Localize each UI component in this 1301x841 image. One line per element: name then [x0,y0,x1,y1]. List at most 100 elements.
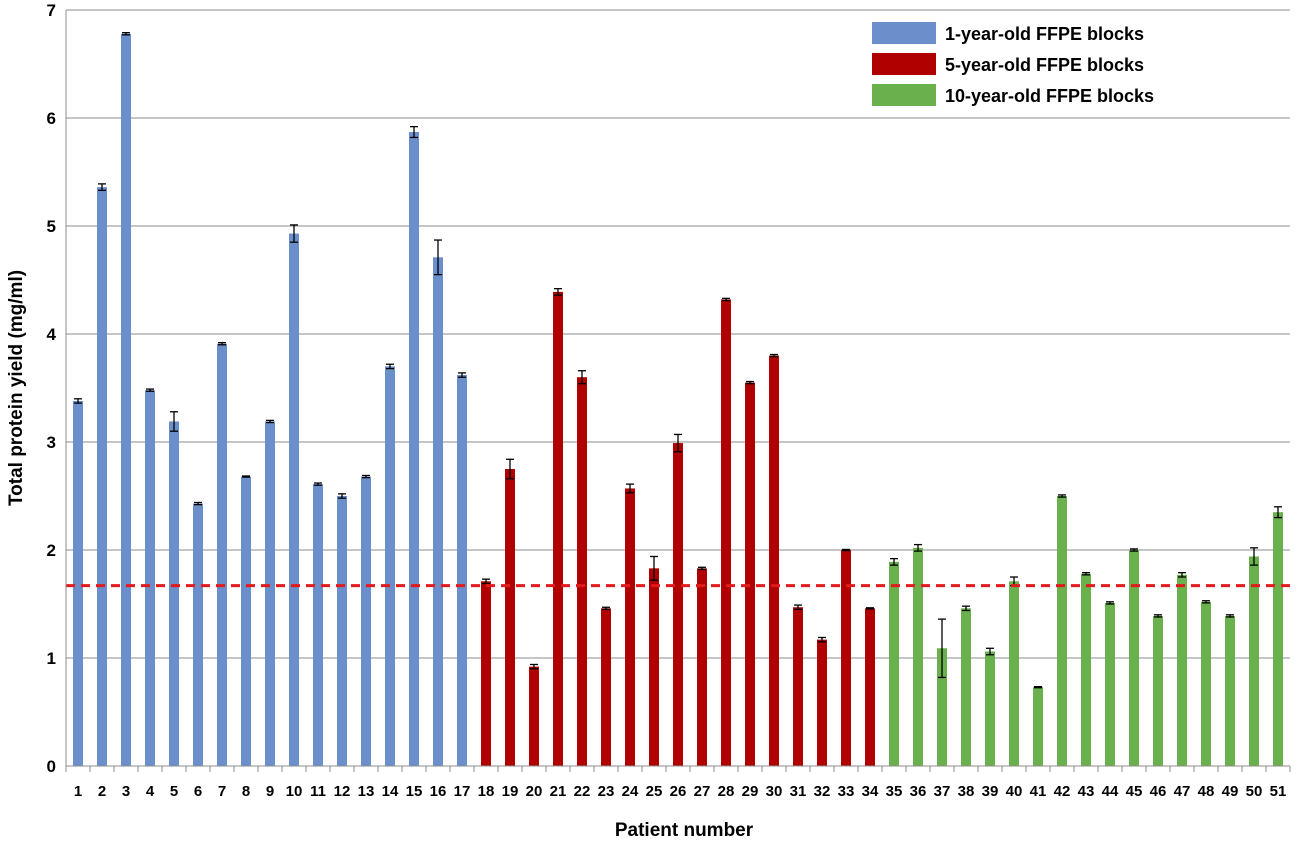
x-tick-label: 33 [838,783,855,800]
bar [1129,550,1139,766]
bar [217,343,227,766]
bar [601,608,611,766]
bar [625,488,635,766]
bar [1105,602,1115,766]
legend-label: 1-year-old FFPE blocks [945,24,1144,44]
x-tick-label: 50 [1246,783,1263,800]
x-tick-label: 17 [454,783,471,800]
bar [1033,687,1043,766]
legend-label: 10-year-old FFPE blocks [945,86,1154,106]
x-tick-label: 2 [98,783,106,800]
x-tick-label: 24 [622,783,639,800]
y-axis-title: Total protein yield (mg/ml) [6,270,27,506]
x-tick-label: 37 [934,783,951,800]
x-tick-label: 36 [910,783,927,800]
bar [97,187,107,766]
bar [1081,573,1091,766]
x-tick-label: 41 [1030,783,1047,800]
x-tick-label: 9 [266,783,274,800]
x-tick-label: 6 [194,783,202,800]
x-tick-labels: 1 2 3 4 5 6 7 8 9 10 11 12 13 14 15 16 17 18 19 20 21 22 23 24 2… [74,783,1287,800]
y-tick-label: 7 [47,1,56,20]
bars-group [73,33,1283,767]
x-tick-label: 8 [242,783,250,800]
y-tick-labels: 0 1 2 3 4 5 6 7 [47,1,57,776]
y-tick-label: 5 [47,217,56,236]
bar [721,299,731,766]
x-tick-label: 20 [526,783,543,800]
bar [337,496,347,766]
bar [457,375,467,766]
x-tick-label: 44 [1102,783,1119,800]
bar [769,355,779,766]
bar [145,390,155,766]
x-tick-label: 51 [1270,783,1287,800]
y-tick-label: 0 [47,757,56,776]
legend-label: 5-year-old FFPE blocks [945,55,1144,75]
x-tick-label: 25 [646,783,663,800]
x-tick-label: 34 [862,783,879,800]
bar [1273,512,1283,766]
x-tick-label: 12 [334,783,351,800]
x-tick-label: 40 [1006,783,1023,800]
x-tick-label: 26 [670,783,687,800]
bar [121,33,131,766]
x-tick-label: 29 [742,783,759,800]
y-tick-label: 4 [47,325,57,344]
x-tick-label: 16 [430,783,447,800]
bar [481,581,491,766]
y-tick-label: 2 [47,541,56,560]
x-tick-label: 27 [694,783,711,800]
x-tick-label: 4 [146,783,155,800]
x-tick-label: 35 [886,783,903,800]
bar [361,476,371,766]
bar [1249,556,1259,766]
legend-swatch [872,84,936,106]
x-axis-title: Patient number [615,820,754,841]
axes [65,10,1291,772]
bar [169,421,179,766]
bar [505,469,515,766]
x-tick-label: 11 [310,783,326,800]
x-tick-label: 42 [1054,783,1071,800]
bar [409,132,419,767]
x-tick-label: 3 [122,783,130,800]
x-tick-label: 19 [502,783,519,800]
x-tick-label: 5 [170,783,178,800]
bar [265,421,275,766]
bar [913,547,923,766]
x-tick-label: 48 [1198,783,1215,800]
bar [961,608,971,766]
x-tick-label: 49 [1222,783,1239,800]
x-tick-label: 45 [1126,783,1143,800]
y-tick-label: 3 [47,433,56,452]
bar [1177,574,1187,766]
bar [1225,615,1235,766]
x-tick-label: 46 [1150,783,1167,800]
bar [889,561,899,766]
x-tick-label: 1 [74,783,82,800]
bar [817,639,827,766]
bar [1009,581,1019,766]
bar [433,257,443,766]
legend-swatch [872,22,936,44]
bar [241,476,251,766]
bar [577,377,587,766]
bar [793,607,803,766]
bar [697,568,707,766]
bar [193,503,203,766]
x-tick-label: 38 [958,783,975,800]
x-tick-label: 47 [1174,783,1191,800]
bar [1153,615,1163,766]
bar [289,233,299,766]
x-tick-label: 31 [790,783,807,800]
bar [553,291,563,766]
x-tick-label: 15 [406,783,423,800]
bar [73,400,83,766]
legend-swatch [872,53,936,75]
x-tick-label: 39 [982,783,999,800]
x-tick-label: 10 [286,783,303,800]
bar [841,550,851,766]
y-tick-label: 6 [47,109,56,128]
